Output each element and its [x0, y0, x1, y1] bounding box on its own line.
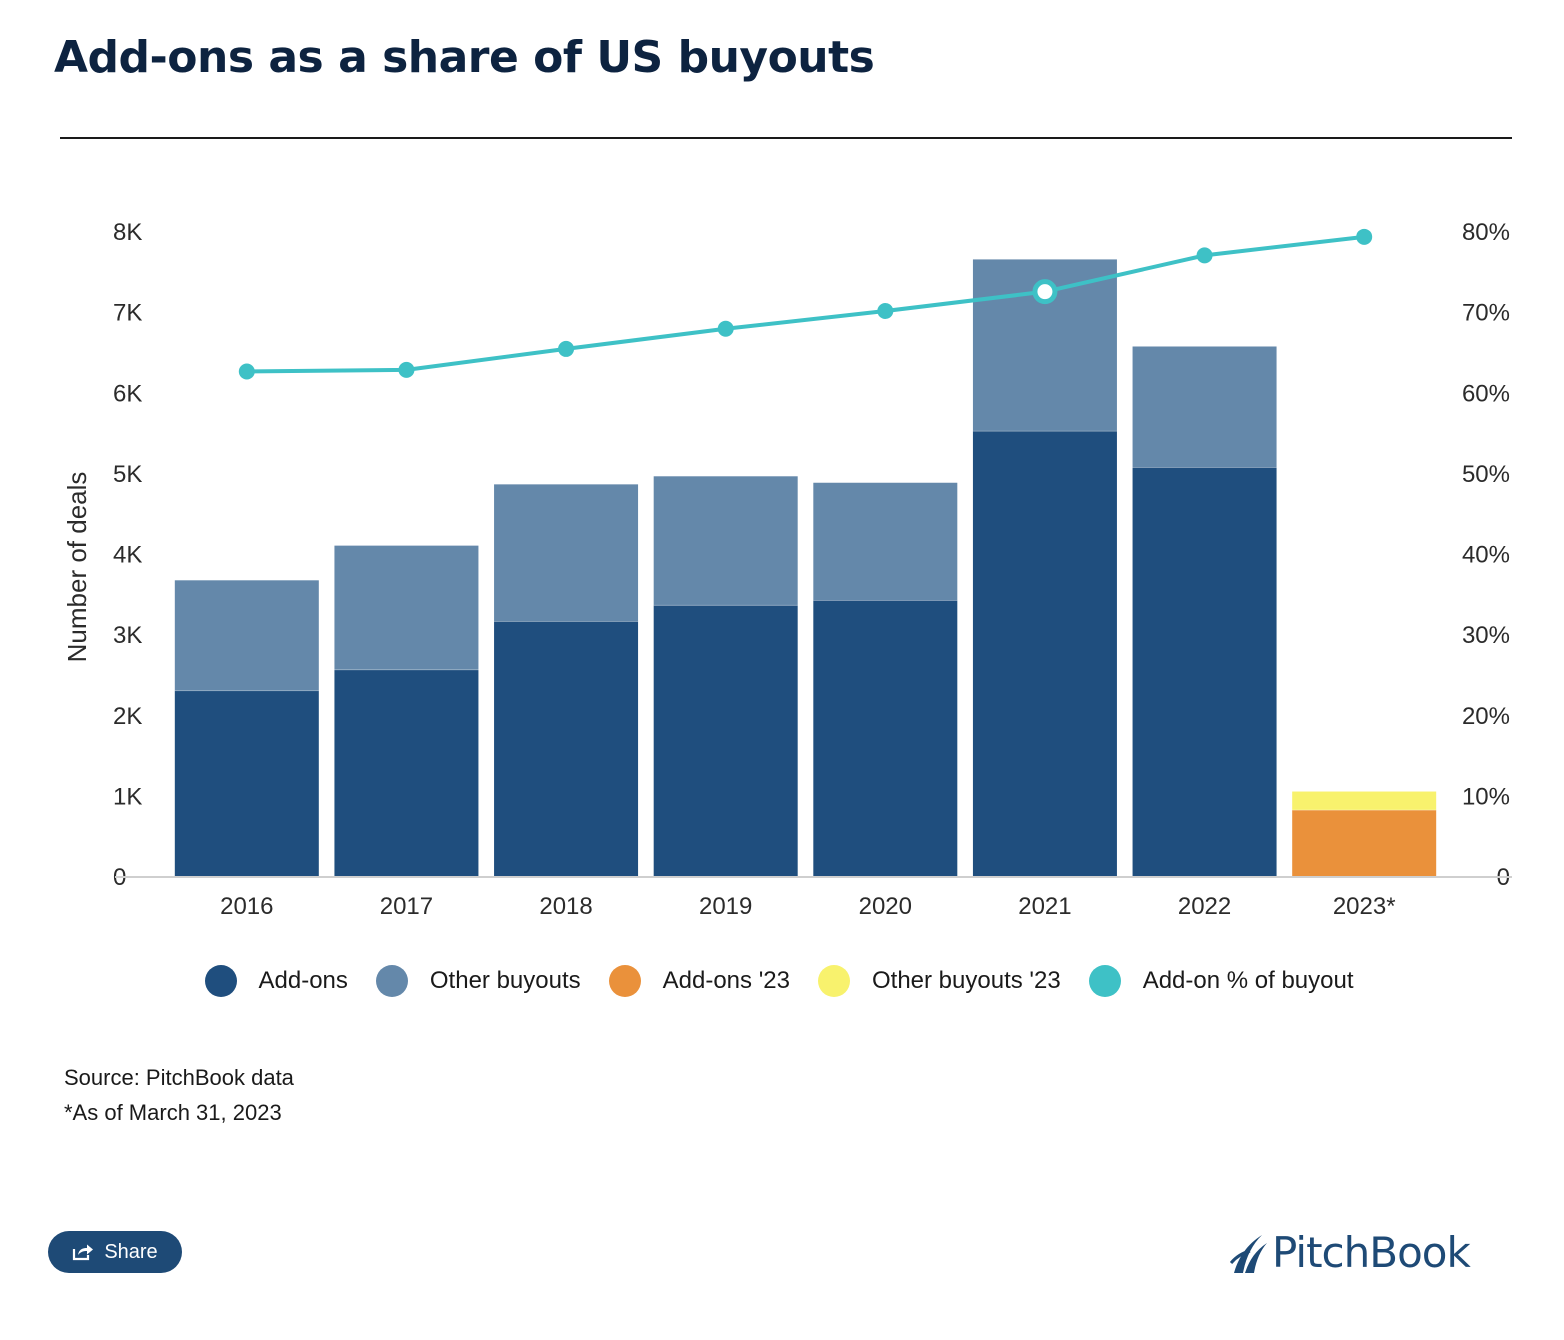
bar-other-buyouts-2019: [653, 476, 798, 606]
line-layer: [238, 228, 1373, 380]
line-add-on-pct: [246, 234, 1365, 374]
left-axis-tick-label: 1K: [113, 783, 142, 810]
pitchbook-logo-text: PitchBook: [1272, 1228, 1471, 1277]
bar-other-buyouts-23-2023: [1292, 791, 1437, 811]
x-axis-tick-label: 2022: [1178, 893, 1231, 920]
legend-swatch: [1088, 965, 1121, 997]
x-axis-tick-label: 2023*: [1333, 893, 1396, 920]
left-axis-tick-label: 3K: [113, 622, 142, 649]
source-note: Source: PitchBook data: [64, 1065, 294, 1090]
bar-other-buyouts-2022: [1132, 346, 1277, 468]
legend-item: Add-ons: [204, 965, 348, 997]
legend: Add-ons Other buyouts Add-ons '23 Other buy…: [0, 965, 1564, 997]
x-axis-tick-label: 2016: [220, 893, 273, 920]
legend-swatch: [204, 965, 237, 997]
legend-item: Add-on % of buyout: [1088, 965, 1354, 997]
legend-swatch: [375, 965, 408, 997]
bar-add-ons-2016: [174, 690, 319, 877]
point-2020: [877, 303, 894, 320]
share-button-label: Share: [104, 1240, 158, 1263]
bar-add-ons-23-2023: [1292, 810, 1437, 877]
bar-other-buyouts-2016: [174, 580, 319, 691]
point-highlighted-2021: [1032, 279, 1058, 305]
legend-item: Other buyouts '23: [817, 965, 1061, 997]
point-2023: [1356, 228, 1373, 245]
bar-other-buyouts-2018: [494, 484, 639, 622]
legend-label: Other buyouts '23: [871, 967, 1061, 994]
footnote: *As of March 31, 2023: [64, 1100, 282, 1125]
pitchbook-logo: PitchBook: [1230, 1228, 1471, 1277]
bar-add-ons-2022: [1132, 467, 1277, 877]
right-axis-tick-label: 60%: [1462, 380, 1510, 407]
legend-label: Other buyouts: [429, 967, 581, 994]
right-axis-tick-label: 70%: [1462, 300, 1510, 327]
bar-other-buyouts-2020: [813, 482, 958, 601]
left-axis-tick-label: 6K: [113, 380, 142, 407]
chart-title: Add-ons as a share of US buyouts: [54, 32, 875, 83]
legend-item: Other buyouts: [375, 965, 581, 997]
x-axis-tick-label: 2021: [1018, 893, 1071, 920]
legend-label: Add-ons '23: [662, 967, 790, 994]
left-axis-title: Number of deals: [62, 472, 92, 663]
legend-label: Add-ons: [258, 967, 348, 994]
pitchbook-logo-icon: [1230, 1234, 1267, 1273]
left-axis-tick-label: 5K: [113, 461, 142, 488]
x-axis-tick-label: 2018: [539, 893, 592, 920]
left-axis-tick-label: 8K: [113, 219, 142, 246]
point-2022: [1196, 247, 1213, 264]
legend-swatch: [817, 965, 850, 997]
left-axis-tick-label: 2K: [113, 703, 142, 730]
x-axis-ticks: 2016 2017 2018 2019 2020 2021 2022 2023*: [220, 893, 1395, 920]
title-divider: [60, 137, 1512, 139]
point-2018: [558, 340, 575, 357]
point-2017: [398, 361, 415, 378]
point-2016: [238, 363, 255, 380]
share-icon: [72, 1243, 94, 1261]
chart-notes: Source: PitchBook data *As of March 31, …: [64, 1060, 294, 1130]
bar-add-ons-2017: [334, 669, 479, 877]
legend-item: Add-ons '23: [608, 965, 790, 997]
share-button[interactable]: Share: [48, 1231, 182, 1273]
bars-layer: [174, 259, 1437, 878]
bar-add-ons-2018: [494, 621, 639, 877]
x-axis-tick-label: 2017: [380, 893, 433, 920]
right-axis-tick-label: 50%: [1462, 461, 1510, 488]
right-axis-tick-label: 80%: [1462, 219, 1510, 246]
x-axis-tick-label: 2019: [699, 893, 752, 920]
point-2019: [717, 320, 734, 337]
left-axis-tick-label: 4K: [113, 542, 142, 569]
bar-add-ons-2019: [653, 605, 798, 877]
right-axis-tick-label: 20%: [1462, 703, 1510, 730]
legend-label: Add-on % of buyout: [1142, 967, 1354, 994]
right-axis-tick-label: 40%: [1462, 542, 1510, 569]
bar-other-buyouts-2017: [334, 545, 479, 670]
right-axis-tick-label: 30%: [1462, 622, 1510, 649]
legend-swatch: [608, 965, 641, 997]
left-axis-tick-label: 7K: [113, 300, 142, 327]
bar-add-ons-2020: [813, 600, 958, 877]
x-axis-tick-label: 2020: [859, 893, 912, 920]
right-axis-ticks: 010%20%30%40%50%60%70%80%: [1462, 219, 1510, 891]
right-axis-tick-label: 10%: [1462, 783, 1510, 810]
bar-add-ons-2021: [972, 431, 1117, 877]
